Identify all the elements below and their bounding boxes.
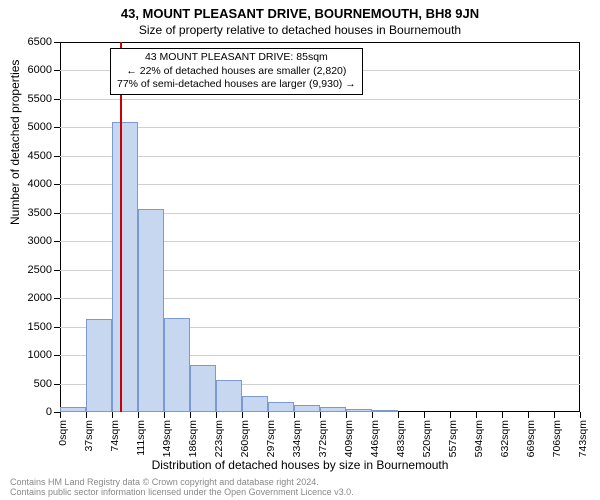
- x-tick-label: 37sqm: [83, 420, 95, 452]
- gridline: [60, 99, 580, 100]
- y-tick-label: 500: [0, 378, 52, 390]
- histogram-bar: [320, 407, 346, 412]
- x-tick: [190, 412, 191, 418]
- histogram-bar: [138, 209, 164, 412]
- y-tick: [54, 42, 60, 43]
- y-axis-title: Number of detached properties: [8, 60, 22, 225]
- x-tick-label: 0sqm: [57, 420, 69, 446]
- y-tick-label: 4500: [0, 150, 52, 162]
- y-tick-label: 3500: [0, 207, 52, 219]
- x-tick: [346, 412, 347, 418]
- x-tick: [450, 412, 451, 418]
- y-tick: [54, 184, 60, 185]
- x-tick: [424, 412, 425, 418]
- y-tick: [54, 327, 60, 328]
- x-tick-label: 74sqm: [109, 420, 121, 452]
- y-tick-label: 3000: [0, 235, 52, 247]
- y-tick-label: 6500: [0, 36, 52, 48]
- x-tick: [320, 412, 321, 418]
- y-tick-label: 6000: [0, 64, 52, 76]
- histogram-bar: [60, 407, 86, 412]
- histogram-bar: [268, 402, 294, 412]
- annotation-line3: 77% of semi-detached houses are larger (…: [117, 78, 356, 92]
- x-tick: [268, 412, 269, 418]
- x-tick-label: 186sqm: [187, 420, 199, 457]
- footer: Contains HM Land Registry data © Crown c…: [10, 478, 354, 498]
- y-tick-label: 2000: [0, 292, 52, 304]
- y-tick: [54, 213, 60, 214]
- x-tick: [528, 412, 529, 418]
- x-tick-label: 446sqm: [369, 420, 381, 457]
- x-tick-label: 111sqm: [135, 420, 147, 456]
- x-tick: [502, 412, 503, 418]
- y-tick-label: 4000: [0, 178, 52, 190]
- y-tick: [54, 241, 60, 242]
- x-tick: [216, 412, 217, 418]
- histogram-bar: [346, 409, 372, 412]
- y-tick: [54, 99, 60, 100]
- histogram-bar: [112, 122, 138, 412]
- x-tick-label: 743sqm: [577, 420, 589, 457]
- y-tick: [54, 127, 60, 128]
- x-tick: [372, 412, 373, 418]
- x-tick: [164, 412, 165, 418]
- y-tick: [54, 156, 60, 157]
- plot-area: 43 MOUNT PLEASANT DRIVE: 85sqm ← 22% of …: [60, 42, 580, 412]
- histogram-bar: [190, 365, 216, 412]
- y-tick: [54, 355, 60, 356]
- y-tick-label: 0: [0, 406, 52, 418]
- x-tick-label: 149sqm: [161, 420, 173, 457]
- histogram-bar: [242, 396, 268, 412]
- chart-title: 43, MOUNT PLEASANT DRIVE, BOURNEMOUTH, B…: [0, 0, 600, 21]
- marker-line: [120, 42, 122, 412]
- x-tick: [138, 412, 139, 418]
- x-tick: [554, 412, 555, 418]
- histogram-bar: [164, 318, 190, 412]
- x-tick-label: 706sqm: [551, 420, 563, 457]
- annotation-line1: 43 MOUNT PLEASANT DRIVE: 85sqm: [117, 51, 356, 65]
- annotation-box: 43 MOUNT PLEASANT DRIVE: 85sqm ← 22% of …: [110, 48, 363, 95]
- y-tick: [54, 70, 60, 71]
- x-tick: [242, 412, 243, 418]
- x-tick-label: 260sqm: [239, 420, 251, 457]
- histogram-bar: [372, 410, 398, 412]
- x-tick-label: 334sqm: [291, 420, 303, 457]
- x-tick-label: 520sqm: [421, 420, 433, 457]
- histogram-bar: [294, 405, 320, 412]
- x-tick: [476, 412, 477, 418]
- gridline: [60, 184, 580, 185]
- chart-subtitle: Size of property relative to detached ho…: [0, 21, 600, 37]
- footer-line2: Contains public sector information licen…: [10, 488, 354, 498]
- x-tick: [86, 412, 87, 418]
- gridline: [60, 127, 580, 128]
- annotation-line2: ← 22% of detached houses are smaller (2,…: [117, 65, 356, 79]
- x-tick: [294, 412, 295, 418]
- y-tick-label: 1000: [0, 349, 52, 361]
- y-tick-label: 2500: [0, 264, 52, 276]
- x-tick: [398, 412, 399, 418]
- x-tick-label: 557sqm: [447, 420, 459, 457]
- x-tick: [112, 412, 113, 418]
- x-tick: [580, 412, 581, 418]
- x-tick-label: 632sqm: [499, 420, 511, 457]
- y-tick: [54, 270, 60, 271]
- x-tick-label: 483sqm: [395, 420, 407, 457]
- x-tick-label: 297sqm: [265, 420, 277, 457]
- x-tick: [60, 412, 61, 418]
- y-tick-label: 5000: [0, 121, 52, 133]
- x-tick-label: 669sqm: [525, 420, 537, 457]
- x-tick-label: 594sqm: [473, 420, 485, 457]
- x-axis-title: Distribution of detached houses by size …: [0, 458, 600, 472]
- gridline: [60, 156, 580, 157]
- histogram-bar: [86, 319, 112, 412]
- y-tick-label: 5500: [0, 93, 52, 105]
- x-tick-label: 409sqm: [343, 420, 355, 457]
- x-tick-label: 372sqm: [317, 420, 329, 457]
- x-tick-label: 223sqm: [213, 420, 225, 457]
- y-tick: [54, 298, 60, 299]
- histogram-bar: [216, 380, 242, 412]
- y-tick: [54, 384, 60, 385]
- y-tick-label: 1500: [0, 321, 52, 333]
